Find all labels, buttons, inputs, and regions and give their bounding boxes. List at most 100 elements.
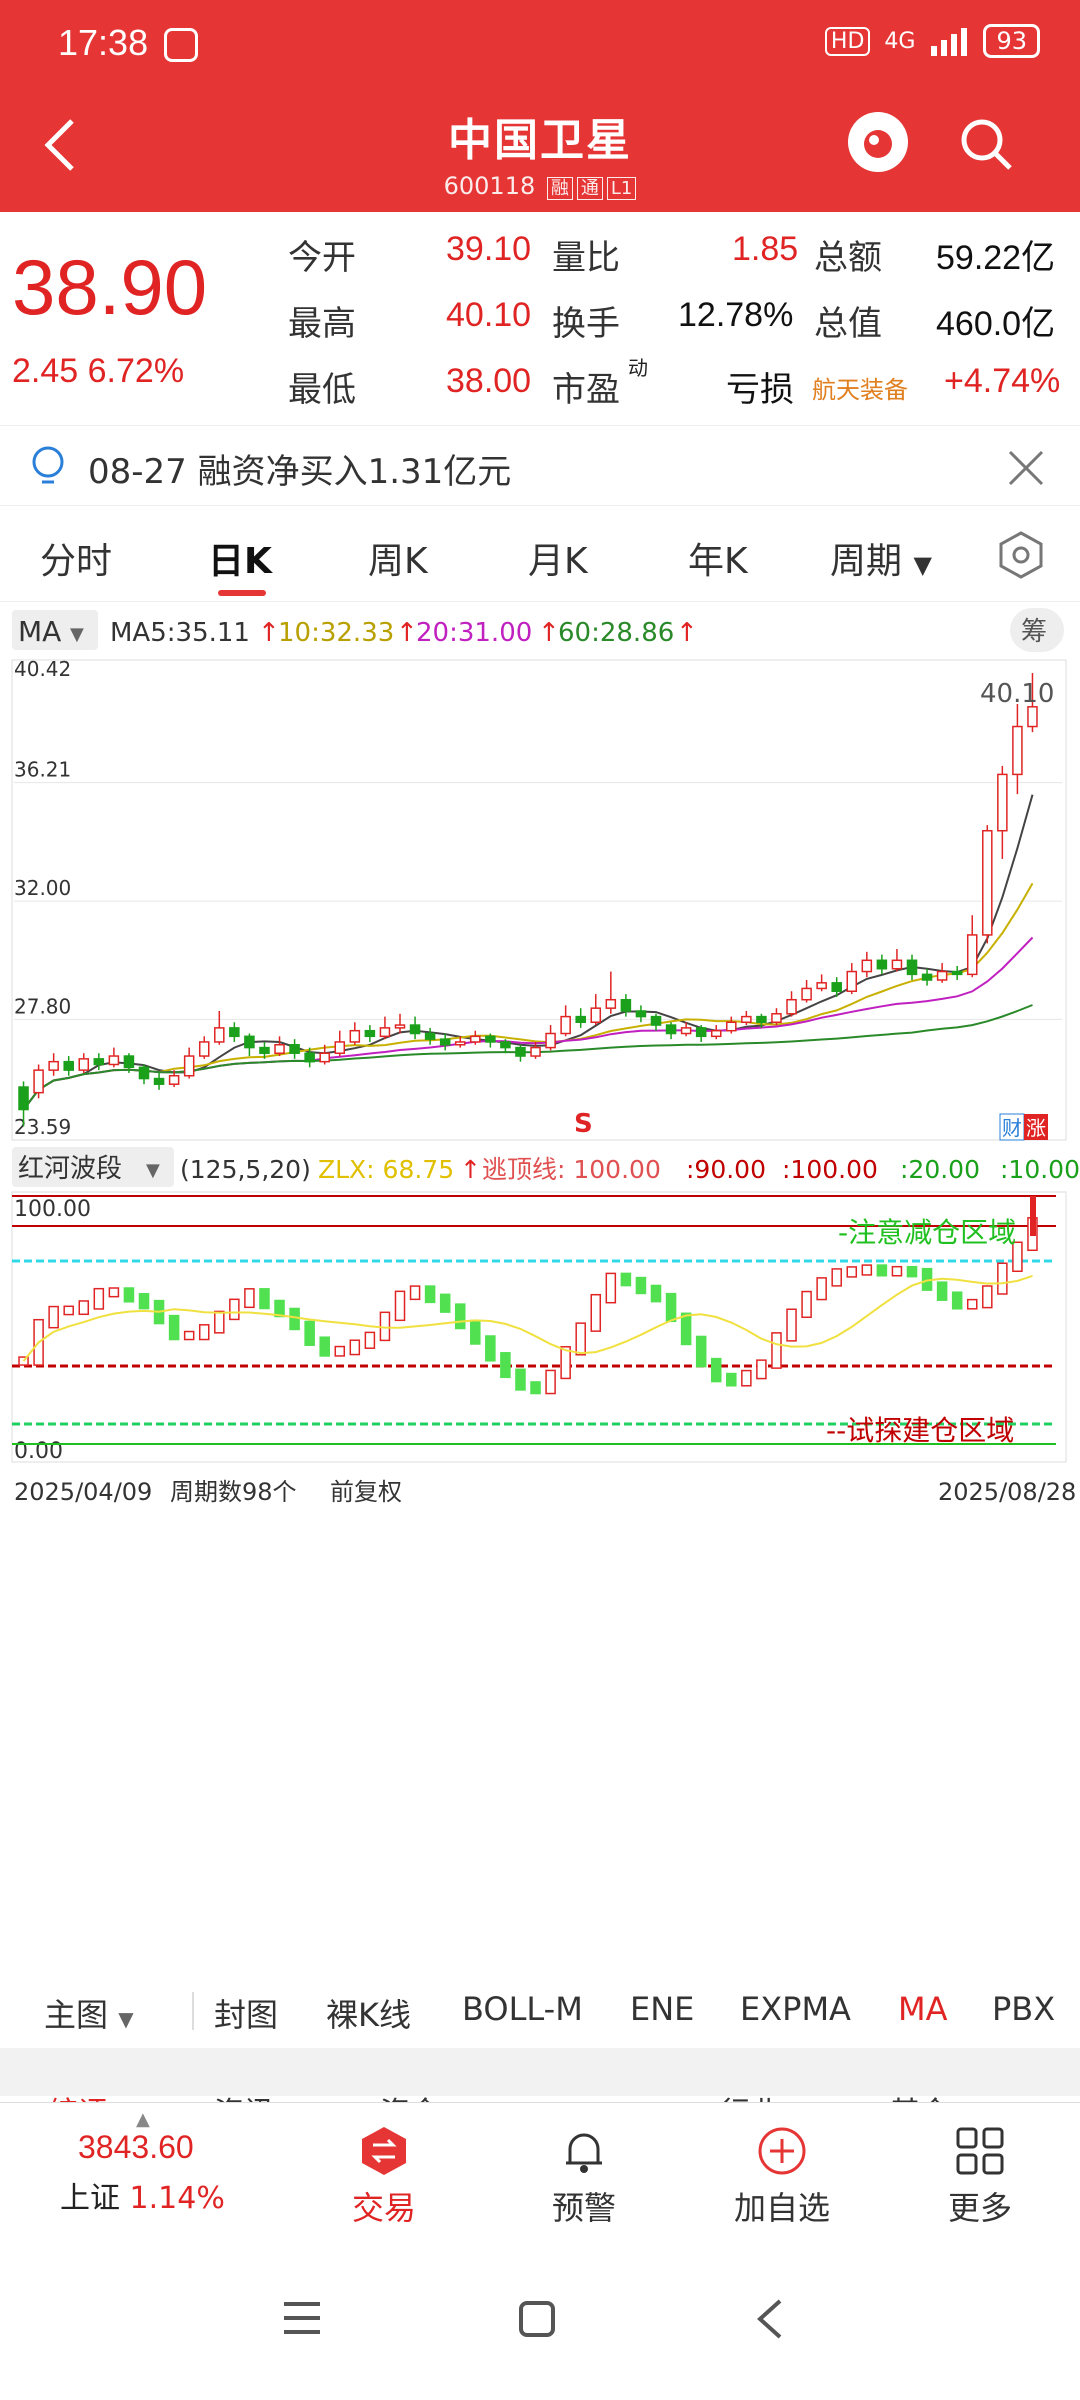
- indicator-bar: [786, 1308, 797, 1342]
- home-icon[interactable]: [518, 2300, 556, 2338]
- indicator-bar: [229, 1298, 240, 1321]
- search-icon[interactable]: [958, 116, 1014, 172]
- page-title: 中国卫星: [448, 115, 632, 166]
- chevron-down-icon: ▼: [146, 1160, 160, 1181]
- candle-body: [530, 1046, 541, 1057]
- peek-tab-summary[interactable]: 综评: [48, 2088, 108, 2102]
- peek-tab-industry[interactable]: 行业: [720, 2088, 780, 2102]
- peek-tab-funds[interactable]: 资金: [380, 2088, 440, 2102]
- value-turnover-amount: 59.22亿: [936, 239, 1056, 277]
- menu-icon[interactable]: [282, 2300, 322, 2336]
- ma-selector[interactable]: [12, 610, 98, 650]
- ind-tab-ma[interactable]: MA: [898, 1990, 948, 2028]
- high-price-label: 40.10: [980, 679, 1054, 709]
- ind-tab-main-label: 主图: [44, 1996, 109, 2034]
- candle-body: [876, 959, 888, 970]
- notice-bar[interactable]: 08-27 融资净买入1.31亿元: [0, 426, 1080, 506]
- indicator-bar: [500, 1352, 511, 1379]
- indicator-bar: [349, 1339, 361, 1356]
- indicator-bar: [846, 1266, 858, 1278]
- candle-body: [816, 982, 827, 990]
- candle-body: [33, 1069, 44, 1094]
- back-button[interactable]: [40, 115, 80, 175]
- candle-body: [846, 970, 858, 993]
- candle-body: [304, 1052, 315, 1063]
- chart-area[interactable]: MA ▼ MA5:35.11 ↑ 10:32.33 ↑ 20:31.00 ↑ 6…: [0, 602, 1080, 1972]
- sector-change[interactable]: +4.74%: [944, 362, 1061, 400]
- limit-up-badge-label: 涨: [1026, 1116, 1046, 1140]
- notice-text: 08-27 融资净买入1.31亿元: [88, 452, 512, 492]
- candle-body: [951, 970, 963, 976]
- value-low: 38.00: [446, 362, 532, 400]
- ind-tab-ene[interactable]: ENE: [630, 1990, 695, 2028]
- stock-code: 600118: [443, 172, 536, 200]
- label-volume-ratio: 量比: [552, 238, 620, 278]
- ind-tab-boll[interactable]: BOLL-M: [462, 1990, 583, 2028]
- label-high: 最高: [288, 304, 356, 344]
- candle-body: [1027, 706, 1038, 728]
- hd-badge: HD: [824, 26, 871, 56]
- back-nav-icon[interactable]: [754, 2298, 784, 2340]
- close-icon[interactable]: [1008, 450, 1044, 486]
- tab-period[interactable]: 周期 ▼: [830, 532, 932, 584]
- finance-badge[interactable]: [999, 1113, 1025, 1141]
- indicator-selector[interactable]: [12, 1147, 174, 1187]
- tab-yearly[interactable]: 年K: [688, 541, 748, 582]
- indicator-bar: [138, 1293, 150, 1310]
- header: 17:38 HD 4G 93 中国卫星 600118 融通 L1: [0, 0, 1080, 212]
- candle-body: [997, 773, 1008, 832]
- reduce-zone-label: -注意减仓区域: [838, 1216, 1016, 1249]
- indicator-bottom-label: 0.00: [14, 1439, 63, 1464]
- peek-tab-fund[interactable]: 基金: [890, 2088, 950, 2102]
- nav-alert-label: 预警: [551, 2189, 616, 2227]
- arrow-up-icon: ↑: [396, 618, 418, 648]
- candle-body: [861, 959, 873, 973]
- candle-body: [183, 1055, 195, 1077]
- trade-icon: [362, 2127, 406, 2175]
- mascot-icon[interactable]: [848, 112, 908, 172]
- tab-weekly[interactable]: 周K: [368, 541, 428, 582]
- status-time: 17:38: [58, 22, 149, 63]
- nav-more[interactable]: 更多: [910, 2125, 1050, 2229]
- value-market-cap: 460.0亿: [936, 305, 1056, 343]
- candle-body: [620, 998, 632, 1012]
- candle-body: [349, 1029, 361, 1043]
- tab-intraday[interactable]: 分时: [40, 541, 113, 582]
- sector-name[interactable]: 航天装备: [812, 376, 908, 404]
- candle-body: [454, 1041, 466, 1046]
- nav-add-watchlist[interactable]: 加自选: [712, 2125, 852, 2229]
- ind-tab-naked-k[interactable]: 裸K线: [326, 1996, 411, 2034]
- ind-tab-pbx[interactable]: PBX: [992, 1990, 1056, 2028]
- ind-tab-main[interactable]: 主图 ▼: [44, 1990, 134, 2036]
- caret-up-icon: ▲: [136, 2109, 150, 2130]
- y-tick-label: 40.42: [14, 657, 71, 681]
- limit-up-badge[interactable]: [1024, 1114, 1048, 1140]
- chip-button[interactable]: [1010, 608, 1064, 652]
- tab-monthly[interactable]: 月K: [528, 541, 588, 582]
- indicator-bar: [801, 1290, 812, 1319]
- nav-alert[interactable]: 预警: [514, 2125, 654, 2229]
- nav-trade[interactable]: 交易: [314, 2125, 454, 2229]
- ind-tab-expma[interactable]: EXPMA: [740, 1990, 851, 2028]
- divider: [192, 1992, 194, 2030]
- indicator-bar: [966, 1298, 978, 1310]
- candle-body: [575, 1015, 586, 1023]
- indicator-bars: [18, 1217, 1038, 1395]
- candle-body: [108, 1055, 120, 1066]
- indicator-bar: [695, 1335, 707, 1368]
- main-chart-frame: [11, 659, 1067, 1141]
- indicator-bar: [63, 1305, 74, 1316]
- index-value[interactable]: 3843.60: [78, 2129, 194, 2165]
- peek-tab-news[interactable]: 资讯: [214, 2088, 274, 2102]
- tab-daily[interactable]: 日K: [208, 541, 272, 582]
- indicator-bar: [635, 1276, 647, 1295]
- chevron-down-icon: ▼: [70, 624, 84, 645]
- zlx-line: [22, 1274, 1033, 1362]
- y-tick-label: 27.80: [14, 994, 71, 1018]
- indicator-bar: [605, 1272, 617, 1304]
- index-row[interactable]: 上证 1.14%: [60, 2173, 225, 2217]
- settings-hex-icon[interactable]: [996, 530, 1046, 580]
- adjust-mode[interactable]: 前复权: [330, 1478, 402, 1506]
- ind-tab-seal[interactable]: 封图: [214, 1996, 279, 2034]
- candle-body: [831, 982, 842, 993]
